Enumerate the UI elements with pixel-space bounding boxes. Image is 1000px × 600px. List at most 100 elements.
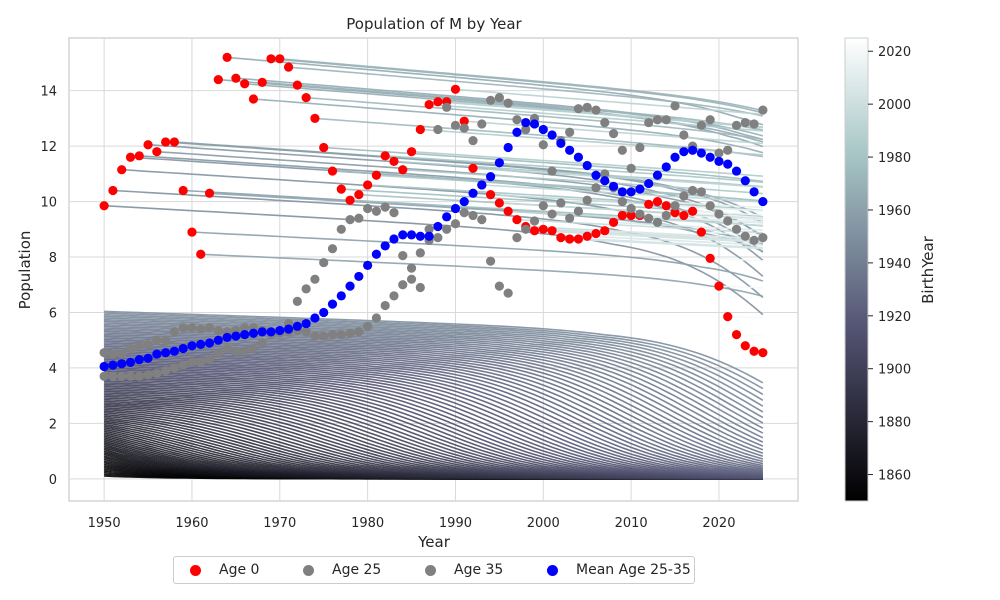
scatter-point [573,104,584,114]
scatter-point [442,102,452,112]
cohort-line [104,320,764,419]
cohort-line [710,257,763,262]
y-tick-labels: 0 2 4 6 8 10 12 14 [40,85,57,488]
scatter-point [582,160,592,171]
scatter-point [477,214,487,225]
scatter-point [512,127,522,137]
scatter-point [108,349,118,359]
scatter-point [617,145,627,155]
scatter-point [670,208,680,218]
scatter-point [389,291,399,301]
scatter-point [494,198,504,208]
scatter-point [319,142,329,153]
scatter-point [380,202,390,212]
cohort-line [472,167,763,188]
scatter-point [248,328,259,338]
scatter-point [433,124,443,135]
scatter-point [468,188,478,198]
scatter-point [406,147,417,157]
scatter-point [196,339,206,349]
cohort-line [156,150,764,237]
colorbar-label: BirthYear [919,235,937,304]
chart-title: Population of M by Year [346,15,522,33]
scatter-point [644,199,654,209]
cohort-line [104,345,764,470]
scatter-point [723,159,733,169]
scatter-point [371,206,382,216]
scatter-point [319,257,329,268]
scatter-point [529,226,540,236]
scatter-point [134,151,144,161]
scatter-point [459,196,469,207]
scatter-point [485,256,496,266]
scatter-point [213,335,223,345]
y-tick-label: 2 [49,417,57,432]
cohort-line [314,117,764,158]
scatter-point [389,156,399,166]
scatter-point [652,196,663,207]
scatter-point [758,348,768,358]
scatter-point [301,327,311,337]
cohort-line [104,367,763,479]
scatter-point [749,187,759,197]
scatter-point [459,123,469,133]
scatter-point [301,93,311,103]
scatter-point [626,187,636,197]
scatter-point [749,235,759,245]
scatter-point [169,363,179,373]
scatter-point [617,196,627,207]
scatter-point [696,120,706,130]
scatter-point [468,135,478,146]
scatter-point [345,328,355,338]
scatter-point [723,216,733,226]
y-tick-label: 4 [49,362,57,377]
colorbar-tick-label: 1980 [878,151,911,166]
scatter-point [652,217,663,227]
scatter-point [512,233,522,243]
scatter-point [187,227,197,237]
scatter-point [503,288,513,298]
scatter-point [161,137,171,147]
cohort-line [104,342,764,467]
scatter-point [363,260,373,270]
scatter-point [363,203,373,214]
scatter-point [565,234,575,244]
cohort-line [385,155,763,184]
legend-label-age-35: Age 35 [454,562,504,578]
cohort-line [104,317,764,407]
scatter-point [521,117,531,128]
scatter-point [494,93,504,103]
colorbar [844,37,869,502]
scatter-point [679,210,689,221]
cohort-line [297,84,764,131]
cohort-line [104,330,764,447]
scatter-point [565,127,575,137]
scatter-point [731,224,742,234]
scatter-point [538,140,548,150]
scatter-point [196,324,206,334]
scatter-point [231,331,241,341]
cohort-line [104,352,763,474]
scatter-point [222,332,232,343]
colorbar-tick-label: 1860 [878,469,911,484]
scatter-point [327,166,338,176]
scatter-point [336,330,346,340]
legend-label-age-25: Age 25 [332,562,382,578]
scatter-point [731,166,742,176]
colorbar-tick-label: 1940 [878,257,911,272]
scatter-point [731,120,742,130]
scatter-point [415,124,425,135]
scatter-point [178,185,188,196]
cohort-line [727,315,763,319]
cohort-line [323,146,763,183]
scatter-point [688,185,698,196]
scatter-point [125,357,136,367]
scatter-point [213,349,223,359]
colorbar-tick-labels: 1860 1880 1900 1920 1940 1960 1980 2000 2020 [868,45,911,484]
scatter-point [117,165,127,175]
scatter-point [143,370,153,380]
colorbar-tick-label: 1880 [878,416,911,431]
scatter-point [204,355,215,365]
cohort-line [104,310,764,384]
scatter-point [354,327,364,337]
